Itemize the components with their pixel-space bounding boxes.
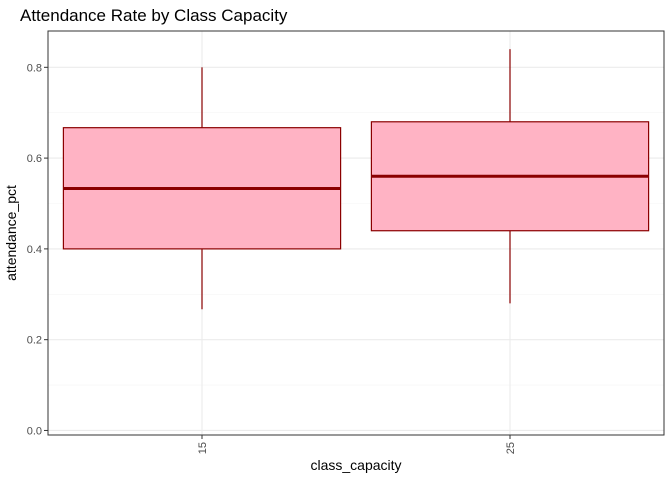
y-tick-label: 0.8 [27, 62, 42, 74]
y-axis: 0.0 0.2 0.4 0.6 0.8 [27, 62, 48, 437]
box-25 [370, 49, 650, 304]
panel-border [47, 30, 665, 436]
y-axis-title: attendance_pct [3, 185, 19, 281]
x-axis-title: class_capacity [310, 457, 401, 473]
x-axis: 15 25 [197, 435, 517, 454]
y-tick-label: 0.2 [27, 335, 42, 347]
x-tick-label: 25 [505, 442, 517, 454]
box-15 [62, 67, 342, 310]
chart-title: Attendance Rate by Class Capacity [20, 6, 288, 25]
boxes [62, 49, 650, 310]
x-tick-label: 15 [197, 442, 209, 454]
y-tick-label: 0.6 [27, 153, 42, 165]
y-tick-label: 0.0 [27, 425, 42, 437]
y-tick-label: 0.4 [27, 244, 42, 256]
